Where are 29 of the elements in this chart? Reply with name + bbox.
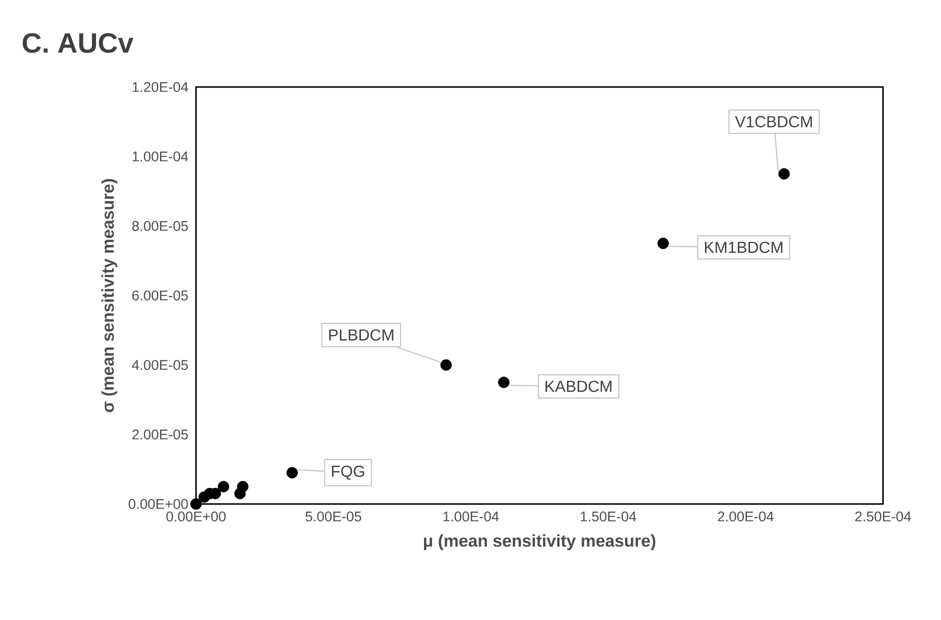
chart-title: C. AUCv [22, 33, 134, 53]
x-tick-label: 2.00E-04 [718, 512, 774, 522]
annotation: FQG [332, 466, 364, 480]
y-tick-label: 8.00E-05 [132, 221, 188, 231]
annotation: KABDCM [546, 380, 612, 392]
point [237, 480, 248, 492]
y-axis-title: σ (mean sensitivity measure) [101, 179, 118, 412]
point [498, 376, 510, 388]
annotation: PLBDCM [329, 329, 394, 341]
point [286, 467, 298, 478]
annotation: V1CBDCM [735, 116, 812, 128]
point [218, 480, 230, 492]
y-tick-label: 6.00E-05 [132, 290, 188, 300]
x-tick-label: 5.00E-05 [306, 512, 362, 522]
y-tick-label: 1.00E-04 [132, 152, 188, 162]
point [190, 498, 202, 510]
x-tick-label: 1.00E-04 [443, 512, 499, 522]
y-tick-label: 0.00E+00 [128, 499, 188, 509]
x-tick-label: 1.50E-04 [580, 512, 636, 522]
point [440, 359, 452, 371]
x-tick-label: 0.00E+00 [166, 512, 226, 522]
y-tick-label: 2.00E-05 [132, 430, 188, 440]
y-tick-label: 4.00E-05 [132, 360, 188, 370]
annotation: KM1BDCM [704, 242, 782, 254]
point [778, 168, 790, 180]
point [657, 238, 669, 250]
y-tick-label: 1.20E-04 [132, 82, 188, 92]
x-axis-title: μ (mean sensitivity measure) [424, 534, 656, 550]
x-tick-label: 2.50E-04 [855, 512, 911, 522]
